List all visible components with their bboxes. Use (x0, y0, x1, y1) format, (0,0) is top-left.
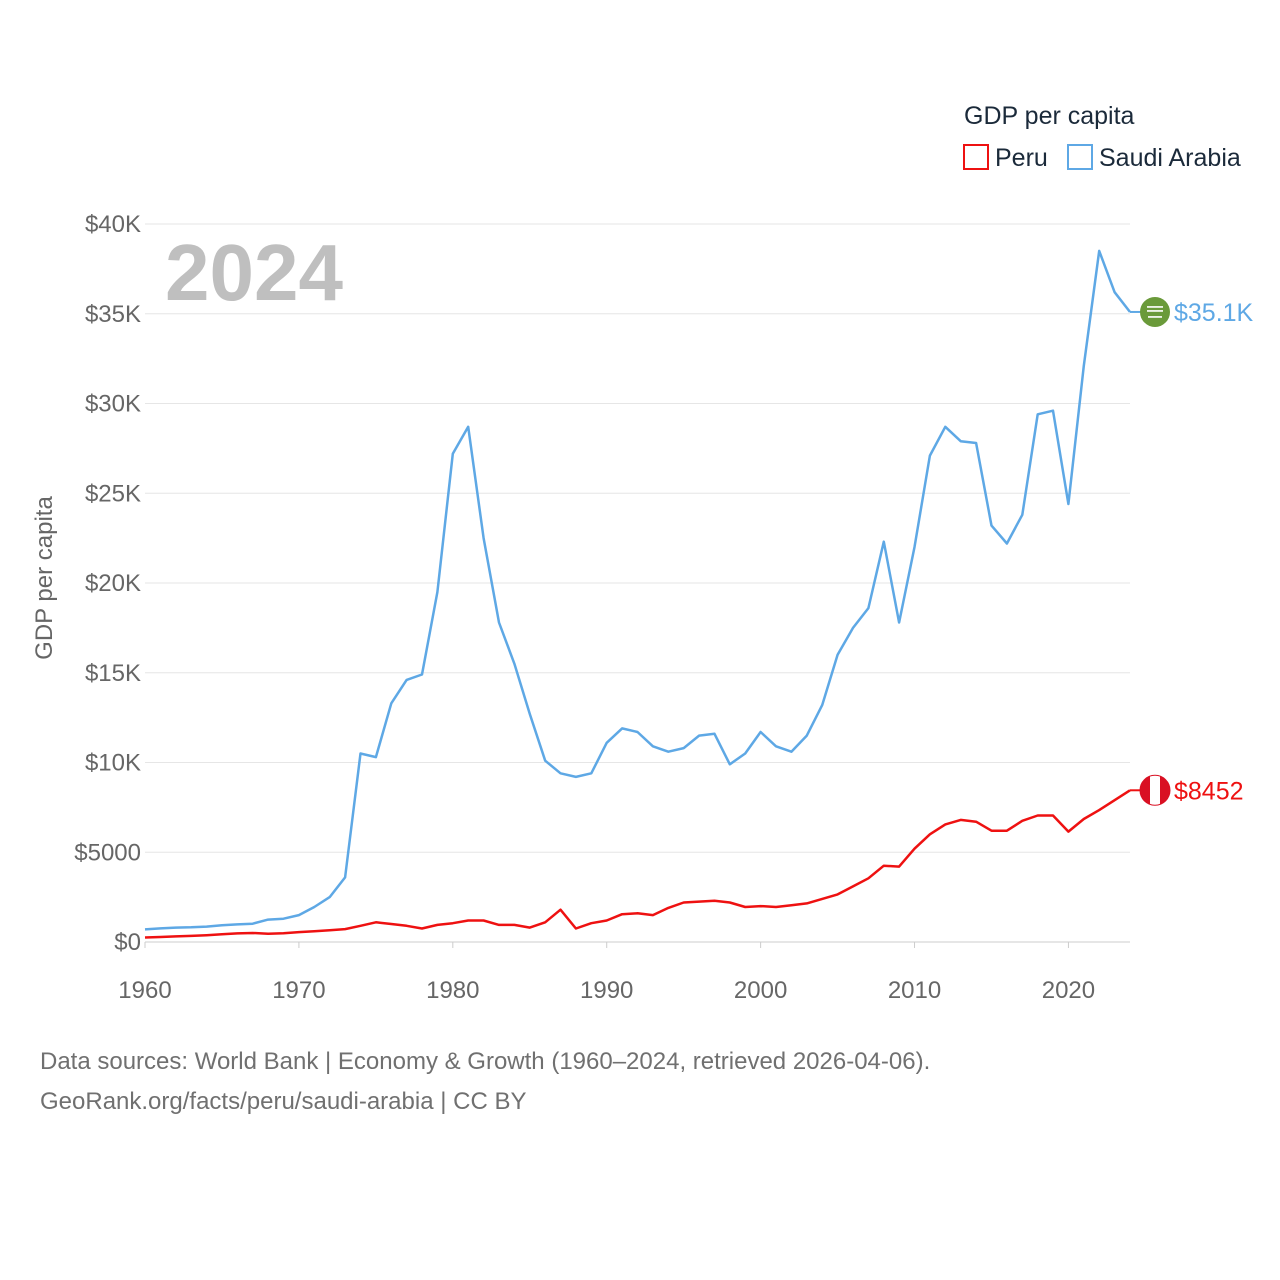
x-tick-label: 2000 (734, 977, 787, 1004)
year-label: 2024 (165, 228, 343, 317)
footer: Data sources: World Bank | Economy & Gro… (40, 1042, 930, 1122)
y-tick-label: $35K (85, 301, 141, 328)
end-value-label-saudi-arabia: $35.1K (1174, 299, 1254, 327)
x-tick-label: 1960 (118, 977, 171, 1004)
y-axis-label: GDP per capita (31, 496, 58, 660)
y-tick-label: $5000 (74, 839, 141, 866)
flag-peru-icon (1139, 774, 1171, 806)
grid-lines (145, 223, 1130, 943)
series-endpoints: $8452 $35.1K (1130, 296, 1254, 806)
legend-swatch-saudi-arabia[interactable] (1067, 144, 1093, 170)
y-tick-label: $25K (85, 480, 141, 507)
series-line-peru[interactable] (144, 789, 1131, 939)
footer-sources: Data sources: World Bank | Economy & Gro… (40, 1048, 931, 1075)
y-tick-label: $15K (85, 660, 141, 687)
flag-saudi-arabia-icon (1140, 296, 1170, 327)
y-tick-label: $40K (85, 211, 141, 238)
legend: GDP per capita Peru Saudi Arabia (963, 102, 1241, 172)
x-tick-label: 2020 (1042, 977, 1095, 1004)
y-tick-label: $0 (114, 929, 141, 956)
legend-swatch-peru[interactable] (963, 144, 989, 170)
x-tick-label: 2010 (888, 977, 941, 1004)
x-axis-ticks: 1960 1970 1980 1990 2000 2010 2020 (118, 942, 1095, 1004)
gdp-line-chart: $0 $5000 $10K $15K $20K $25K $30K $35K $40K 1960… (31, 102, 1254, 1004)
y-tick-label: $10K (85, 750, 141, 777)
legend-title: GDP per capita (964, 102, 1135, 130)
x-tick-label: 1990 (580, 977, 633, 1004)
y-axis-ticks: $0 $5000 $10K $15K $20K $25K $30K $35K $40K (74, 211, 141, 956)
y-tick-label: $30K (85, 391, 141, 418)
legend-label-saudi-arabia[interactable]: Saudi Arabia (1099, 144, 1241, 172)
end-value-label-peru: $8452 (1174, 777, 1244, 805)
footer-attribution: GeoRank.org/facts/peru/saudi-arabia | CC… (40, 1088, 527, 1115)
y-tick-label: $20K (85, 570, 141, 597)
legend-label-peru[interactable]: Peru (995, 144, 1048, 172)
series-line-saudi-arabia[interactable] (144, 249, 1131, 931)
x-tick-label: 1980 (426, 977, 479, 1004)
series-lines (144, 249, 1131, 939)
x-tick-label: 1970 (272, 977, 325, 1004)
